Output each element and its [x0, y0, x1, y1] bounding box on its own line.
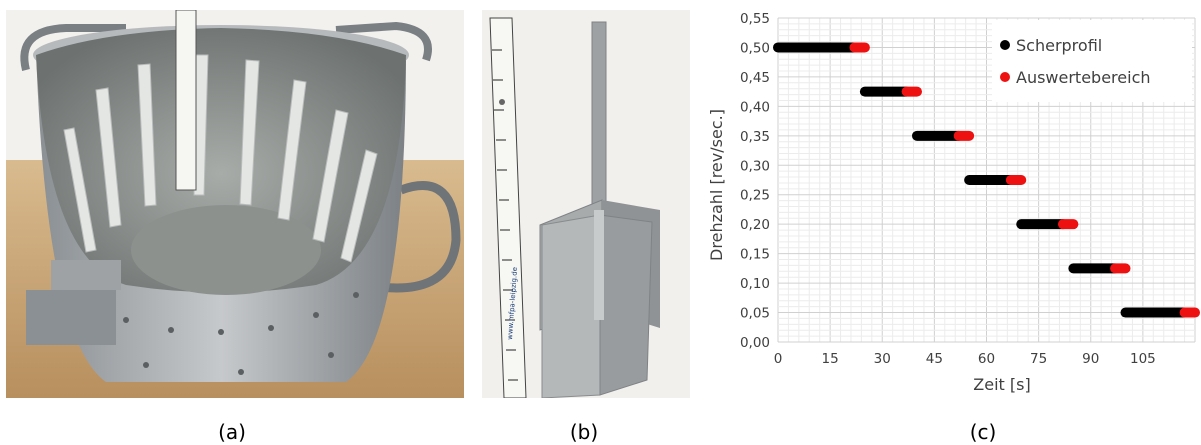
- chart-legend: Scherprofil Auswertebereich: [992, 20, 1192, 102]
- x-tick-label: 105: [1130, 351, 1156, 367]
- x-tick-label: 75: [1030, 351, 1047, 367]
- legend-label-auswertebereich: Auswertebereich: [1016, 68, 1151, 87]
- photo-b-paddle: www.mfpa-leipzig.de: [482, 10, 690, 399]
- y-tick-label: 0,10: [740, 276, 770, 292]
- caption-a: (a): [218, 420, 246, 444]
- photo-a-vessel: [6, 9, 464, 398]
- y-tick-label: 0,15: [740, 247, 770, 263]
- y-axis-label: Drehzahl [rev/sec.]: [707, 109, 726, 261]
- y-tick-label: 0,40: [740, 99, 770, 115]
- y-tick-label: 0,35: [740, 129, 770, 145]
- y-tick-label: 0,45: [740, 70, 770, 86]
- x-tick-label: 60: [978, 351, 995, 367]
- legend-marker-auswertebereich: [1000, 72, 1010, 82]
- x-tick-label: 45: [926, 351, 943, 367]
- x-tick-label: 90: [1082, 351, 1099, 367]
- legend-marker-scherprofil: [1000, 40, 1010, 50]
- series-auswertebereich: [849, 42, 1200, 318]
- legend-label-scherprofil: Scherprofil: [1016, 36, 1102, 55]
- chart-panel: 0,00 0,05 0,10 0,15 0,20 0,25 0,30 0,35 0,40 0,45…: [700, 0, 1201, 400]
- y-tick-label: 0,30: [740, 158, 770, 174]
- y-tick-label: 0,50: [740, 40, 770, 56]
- x-axis-ticks: 0 15 30 45 60 75 90 105: [774, 351, 1156, 367]
- y-tick-label: 0,25: [740, 188, 770, 204]
- y-tick-label: 0,00: [740, 335, 770, 351]
- y-tick-label: 0,55: [740, 11, 770, 27]
- x-tick-label: 30: [874, 351, 891, 367]
- caption-b: (b): [569, 420, 599, 444]
- y-tick-label: 0,20: [740, 217, 770, 233]
- x-axis-label: Zeit [s]: [973, 375, 1030, 394]
- y-axis-ticks: 0,00 0,05 0,10 0,15 0,20 0,25 0,30 0,35 0,40 0,45…: [740, 11, 770, 351]
- y-tick-label: 0,05: [740, 306, 770, 322]
- x-tick-label: 15: [822, 351, 839, 367]
- paddle-illustration: www.mfpa-leipzig.de: [482, 10, 690, 399]
- caption-c: (c): [969, 420, 997, 444]
- series-scherprofil: [773, 42, 1194, 318]
- speed-profile-chart: 0,00 0,05 0,10 0,15 0,20 0,25 0,30 0,35 0,40 0,45…: [707, 11, 1200, 394]
- x-tick-label: 0: [774, 351, 783, 367]
- vessel-illustration: [6, 9, 464, 398]
- chart-marks: [773, 42, 1200, 318]
